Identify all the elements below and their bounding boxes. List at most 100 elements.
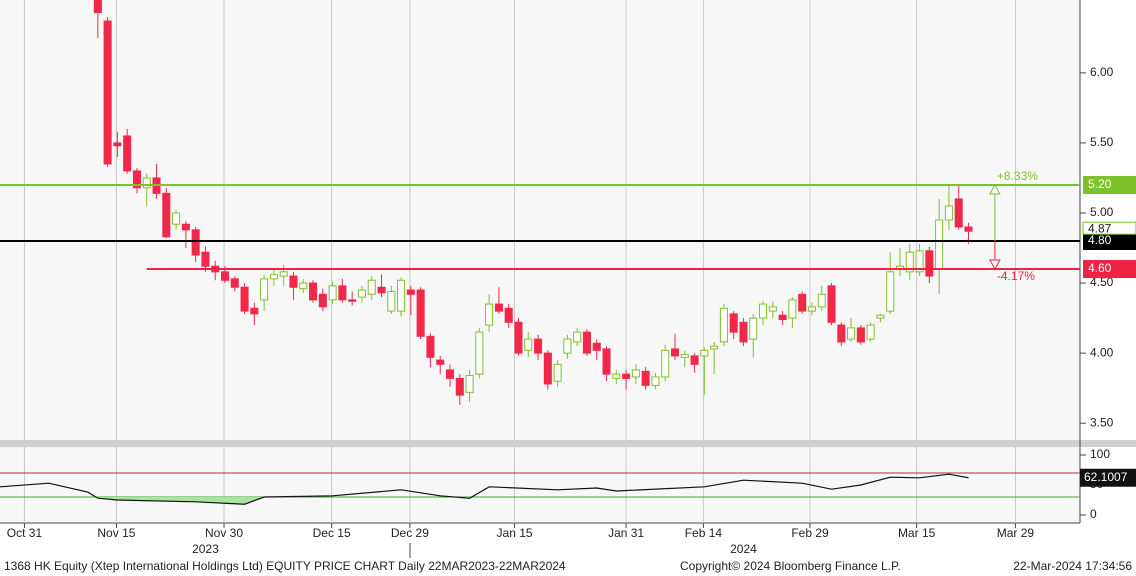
candle-body — [749, 317, 758, 340]
candle-body — [485, 303, 494, 326]
y-tick-label: 0 — [1090, 507, 1097, 521]
candle-body — [123, 135, 132, 172]
x-tick-label: Feb 14 — [685, 526, 723, 540]
candle-body — [661, 349, 670, 378]
candle-body — [631, 369, 640, 378]
candle-body — [436, 359, 445, 365]
candle-body — [690, 355, 699, 365]
footer-left: 1368 HK Equity (Xtep International Holdi… — [4, 559, 566, 573]
candle-body — [406, 289, 415, 295]
candle-body — [817, 293, 826, 308]
candle-body — [504, 307, 513, 323]
x-tick-label: Nov 15 — [97, 526, 135, 540]
candle-body — [729, 313, 738, 333]
annotation-arrowhead — [989, 259, 1001, 271]
x-tick-label: Dec 29 — [391, 526, 429, 540]
candle-body — [93, 0, 102, 14]
footer-center: Copyright© 2024 Bloomberg Finance L.P. — [680, 559, 901, 573]
candle-body — [788, 299, 797, 319]
candle-body — [445, 369, 455, 379]
rsi-last-box — [1080, 468, 1136, 487]
x-tick-label: Dec 15 — [313, 526, 351, 540]
candle-body — [759, 303, 768, 319]
annotation-label: +8.33% — [997, 169, 1038, 183]
candle-body — [338, 285, 347, 301]
candle-body — [230, 278, 239, 288]
candle-body — [220, 271, 230, 281]
candle-body — [710, 345, 719, 350]
axes: Oct 31 Nov 15 Nov 30 Dec 15 Dec 29 Jan 15 Jan … — [7, 65, 1136, 556]
level-box — [1083, 175, 1136, 194]
candle-body — [798, 293, 807, 312]
last-price-label: 4.87 — [1088, 221, 1112, 235]
candle-body — [172, 212, 181, 225]
candle-body — [103, 20, 112, 165]
candle-body — [387, 290, 396, 312]
candle-body — [886, 271, 895, 312]
candle-body — [563, 338, 572, 354]
y-tick-label: 5.00 — [1090, 205, 1114, 219]
y-tick-label: 5.50 — [1090, 135, 1114, 149]
rsi-plot — [0, 447, 1080, 523]
candle-body — [465, 375, 474, 393]
candle-body — [260, 278, 269, 301]
candle-body — [641, 370, 650, 386]
candle-body — [719, 307, 728, 343]
candle-body — [318, 293, 327, 308]
candle-body — [573, 331, 582, 343]
annotation-arrowhead — [989, 183, 1001, 195]
candle-body — [700, 349, 709, 357]
candle-body — [534, 338, 543, 354]
candle-body — [279, 271, 288, 277]
candle-body — [582, 331, 591, 354]
candle-body — [494, 303, 503, 312]
candle-body — [357, 289, 366, 298]
candle-body — [905, 251, 914, 273]
rsi-panel — [0, 447, 1080, 523]
y-tick-label: 3.50 — [1090, 415, 1114, 429]
candle-body — [915, 250, 924, 273]
y-tick-label: 4.00 — [1090, 345, 1114, 359]
candle-body — [944, 205, 953, 221]
candle-body — [739, 321, 748, 343]
candle-body — [592, 342, 601, 351]
panel-divider — [0, 440, 1136, 447]
candle-body — [847, 327, 856, 340]
candle-body — [162, 192, 171, 238]
last-price-box — [1082, 221, 1136, 235]
candle-body — [670, 348, 680, 357]
x-tick-label: Oct 31 — [7, 526, 43, 540]
candle-body — [827, 285, 836, 323]
candle-body — [269, 274, 278, 280]
level-label: 4.80 — [1088, 233, 1112, 247]
candle-body — [416, 289, 425, 337]
candle-body — [876, 314, 885, 319]
candle-body — [426, 335, 435, 358]
x-tick-label: Feb 29 — [791, 526, 829, 540]
candle-body — [250, 307, 259, 315]
candle-body — [543, 352, 552, 385]
candle-body — [553, 363, 562, 382]
price-panel — [0, 0, 1080, 440]
candle-body — [612, 373, 621, 379]
candle-body — [191, 229, 200, 256]
candle-body — [964, 226, 973, 232]
candle-body — [935, 219, 944, 270]
candle-body — [925, 250, 934, 277]
candle-body — [602, 348, 611, 375]
candle-body — [455, 377, 464, 396]
annotation-label: -4.17% — [997, 269, 1035, 283]
candle-body — [651, 376, 660, 386]
candle-body — [680, 354, 689, 358]
candle-body — [299, 282, 308, 290]
year-label: 2024 — [730, 542, 757, 556]
level-label: 4.60 — [1088, 261, 1112, 275]
level-box — [1083, 232, 1136, 251]
footer-right: 22-Mar-2024 17:34:56 — [1013, 559, 1132, 573]
candle-body — [866, 324, 875, 340]
x-tick-label: Nov 30 — [205, 526, 243, 540]
candle-body — [524, 338, 533, 351]
year-label: 2023 — [192, 542, 219, 556]
candle-body — [132, 170, 141, 189]
